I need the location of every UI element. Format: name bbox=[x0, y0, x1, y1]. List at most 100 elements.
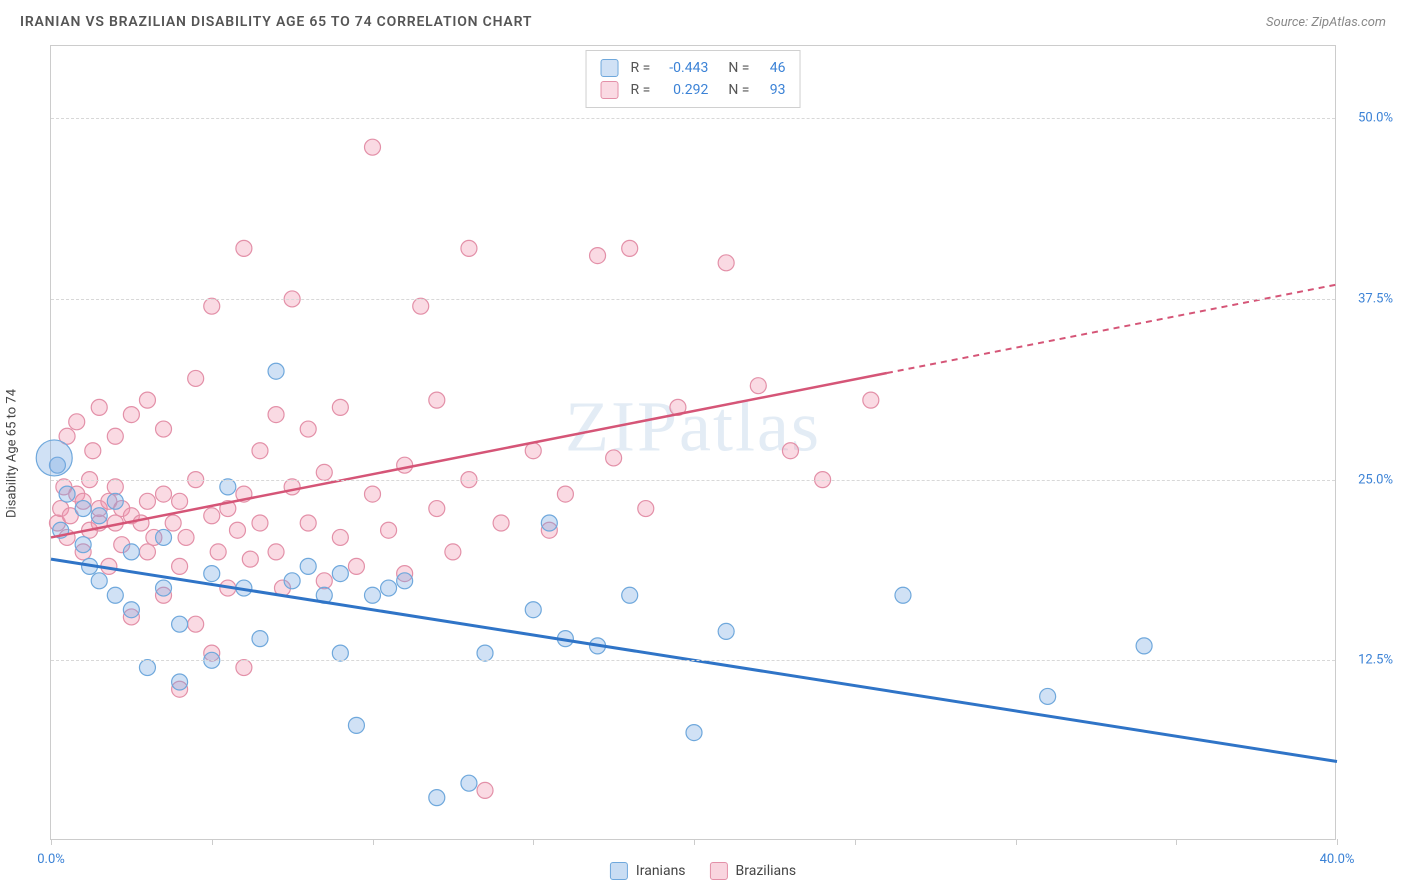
data-point bbox=[525, 602, 541, 618]
data-point bbox=[139, 544, 155, 560]
data-point bbox=[252, 515, 268, 531]
data-point bbox=[172, 674, 188, 690]
data-point bbox=[622, 240, 638, 256]
legend-n-value: 46 bbox=[757, 60, 785, 76]
x-tick-label: 40.0% bbox=[1320, 852, 1355, 867]
legend-series-label: Iranians bbox=[636, 863, 686, 879]
legend-n-value: 93 bbox=[757, 82, 785, 98]
data-point bbox=[461, 775, 477, 791]
data-point bbox=[381, 580, 397, 596]
data-point bbox=[1040, 688, 1056, 704]
data-point bbox=[210, 544, 226, 560]
data-point bbox=[172, 616, 188, 632]
data-point bbox=[397, 457, 413, 473]
data-point bbox=[242, 551, 258, 567]
legend-series-item: Brazilians bbox=[710, 862, 797, 880]
data-point bbox=[156, 486, 172, 502]
data-point bbox=[445, 544, 461, 560]
data-point bbox=[107, 493, 123, 509]
y-tick-label: 50.0% bbox=[1358, 111, 1393, 126]
data-point bbox=[204, 508, 220, 524]
data-point bbox=[229, 522, 245, 538]
data-point bbox=[493, 515, 509, 531]
data-point bbox=[284, 479, 300, 495]
x-tick bbox=[1176, 839, 1177, 845]
data-point bbox=[365, 139, 381, 155]
legend-swatch bbox=[610, 862, 628, 880]
legend-r-value: 0.292 bbox=[658, 82, 708, 98]
data-point bbox=[188, 616, 204, 632]
data-point bbox=[413, 298, 429, 314]
data-point bbox=[782, 443, 798, 459]
x-tick bbox=[694, 839, 695, 845]
y-tick-label: 12.5% bbox=[1358, 653, 1393, 668]
x-tick bbox=[212, 839, 213, 845]
legend-n-label: N = bbox=[728, 60, 749, 76]
data-point bbox=[895, 587, 911, 603]
y-tick-label: 37.5% bbox=[1358, 291, 1393, 306]
data-point bbox=[332, 645, 348, 661]
data-point bbox=[316, 464, 332, 480]
data-point bbox=[188, 370, 204, 386]
data-point bbox=[165, 515, 181, 531]
data-point bbox=[348, 717, 364, 733]
x-tick bbox=[373, 839, 374, 845]
data-point bbox=[204, 298, 220, 314]
legend-n-label: N = bbox=[728, 82, 749, 98]
data-point bbox=[638, 501, 654, 517]
chart-source: Source: ZipAtlas.com bbox=[1266, 15, 1386, 30]
legend-r-label: R = bbox=[631, 60, 651, 76]
data-point bbox=[332, 399, 348, 415]
data-point bbox=[557, 486, 573, 502]
legend-swatch bbox=[601, 81, 619, 99]
gridline bbox=[51, 660, 1335, 661]
data-point bbox=[107, 479, 123, 495]
x-tick bbox=[855, 839, 856, 845]
data-point bbox=[123, 544, 139, 560]
legend-series-label: Brazilians bbox=[736, 863, 797, 879]
data-point bbox=[107, 428, 123, 444]
data-point bbox=[123, 602, 139, 618]
data-point bbox=[156, 529, 172, 545]
data-point bbox=[252, 631, 268, 647]
data-point bbox=[172, 558, 188, 574]
data-point bbox=[204, 566, 220, 582]
data-point bbox=[750, 378, 766, 394]
data-point bbox=[139, 392, 155, 408]
data-point bbox=[622, 587, 638, 603]
data-point bbox=[220, 479, 236, 495]
data-point bbox=[1136, 638, 1152, 654]
data-point bbox=[69, 414, 85, 430]
data-point bbox=[525, 443, 541, 459]
data-point bbox=[75, 501, 91, 517]
data-point bbox=[300, 558, 316, 574]
x-tick bbox=[51, 839, 52, 845]
data-point bbox=[686, 725, 702, 741]
data-point bbox=[348, 558, 364, 574]
legend-swatch bbox=[601, 59, 619, 77]
trendline-dashed bbox=[887, 285, 1337, 374]
data-point bbox=[59, 486, 75, 502]
data-point bbox=[139, 660, 155, 676]
data-point bbox=[85, 443, 101, 459]
data-point bbox=[477, 782, 493, 798]
x-tick bbox=[1016, 839, 1017, 845]
data-point bbox=[236, 240, 252, 256]
chart-svg bbox=[51, 46, 1335, 839]
data-point bbox=[268, 544, 284, 560]
legend-correlation-row: R = -0.443 N = 46 bbox=[601, 57, 786, 79]
data-point bbox=[107, 587, 123, 603]
data-point bbox=[381, 522, 397, 538]
data-point bbox=[156, 421, 172, 437]
data-point bbox=[429, 392, 445, 408]
data-point bbox=[590, 248, 606, 264]
data-point bbox=[268, 407, 284, 423]
data-point bbox=[178, 529, 194, 545]
data-point bbox=[123, 407, 139, 423]
data-point bbox=[252, 443, 268, 459]
x-tick-label: 0.0% bbox=[37, 852, 65, 867]
gridline bbox=[51, 299, 1335, 300]
legend-r-value: -0.443 bbox=[658, 60, 708, 76]
legend-series: Iranians Brazilians bbox=[610, 862, 796, 880]
data-point bbox=[300, 515, 316, 531]
